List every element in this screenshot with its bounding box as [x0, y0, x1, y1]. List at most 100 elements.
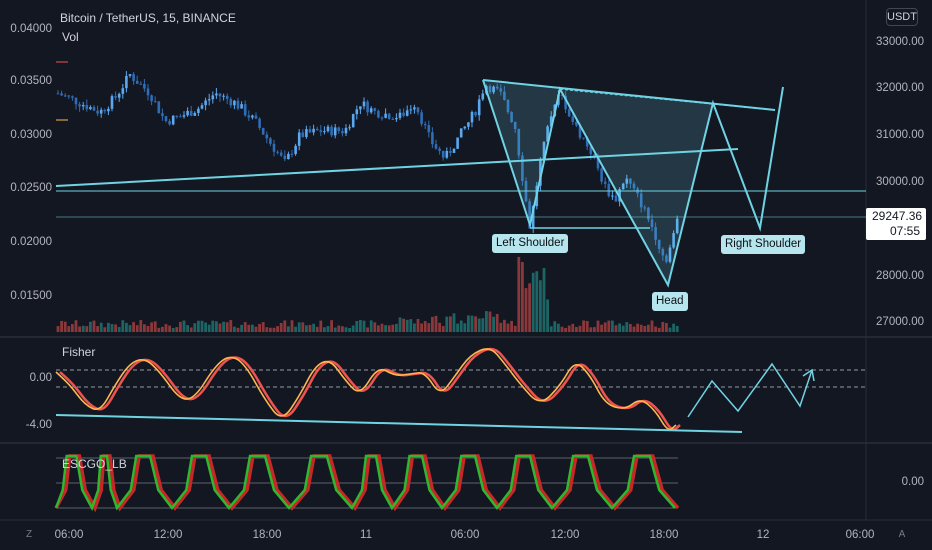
- volume-bar: [272, 327, 276, 332]
- volume-bar: [74, 320, 78, 332]
- candle-body: [312, 128, 315, 133]
- candle-body: [186, 110, 189, 116]
- volume-bar: [485, 311, 488, 332]
- volume-bar: [524, 288, 528, 332]
- candle-body: [384, 113, 387, 118]
- candle-body: [614, 195, 618, 202]
- volume-bar: [78, 326, 81, 332]
- ascending-trendline[interactable]: [55, 148, 739, 187]
- candle-body: [481, 93, 485, 100]
- candle-body: [348, 127, 351, 129]
- volume-bar: [218, 323, 222, 332]
- candle-body: [567, 109, 571, 117]
- volume-bar: [189, 327, 193, 332]
- right-shoulder-label[interactable]: Right Shoulder: [721, 235, 806, 254]
- candle-body: [341, 131, 344, 134]
- right-axis-tick: 28000.00: [876, 270, 924, 282]
- fisher-pane-label[interactable]: Fisher: [62, 345, 96, 359]
- candle-body: [632, 183, 636, 189]
- volume-bar: [517, 256, 521, 332]
- volume-bar: [675, 326, 679, 332]
- volume-bar: [423, 321, 427, 332]
- volume-bar: [650, 320, 654, 332]
- currency-badge[interactable]: USDT: [886, 8, 918, 26]
- volume-bar: [301, 322, 305, 332]
- volume-bar: [405, 319, 409, 332]
- fisher-axis-tick: 0.00: [29, 372, 52, 384]
- volume-bar: [618, 323, 621, 332]
- time-axis-tick: 06:00: [845, 529, 875, 541]
- candle-body: [236, 100, 240, 109]
- volume-bar: [549, 326, 553, 332]
- candle-body: [639, 193, 643, 208]
- candle-body: [60, 93, 63, 96]
- volume-bar: [542, 268, 546, 332]
- volume-bar: [657, 327, 661, 332]
- candle-body: [125, 75, 128, 89]
- candle-body: [665, 255, 668, 262]
- candle-body: [477, 99, 481, 116]
- volume-bar: [621, 325, 625, 332]
- candle-body: [107, 108, 110, 112]
- fisher-trendline[interactable]: [55, 414, 743, 433]
- candle-body: [398, 112, 402, 118]
- time-axis-tick: 12:00: [550, 529, 580, 541]
- volume-bar: [179, 321, 182, 332]
- volume-bar: [326, 326, 330, 332]
- volume-bar: [535, 271, 539, 332]
- volume-bar: [416, 319, 420, 332]
- volume-bar: [391, 324, 395, 332]
- pattern-triangle-left[interactable]: [483, 80, 560, 225]
- fisher-projection[interactable]: [687, 362, 813, 418]
- pattern-top-line-2[interactable]: [559, 88, 776, 111]
- escgo-pane-label[interactable]: ESCGO_LB: [62, 457, 127, 471]
- pattern-triangle-right[interactable]: [560, 89, 713, 285]
- volume-bar: [207, 324, 211, 332]
- volume-bar: [463, 323, 467, 332]
- volume-bar: [351, 325, 355, 332]
- volume-bar: [564, 327, 567, 332]
- candle-body: [153, 101, 157, 103]
- candle-body: [315, 128, 319, 131]
- candle-body: [85, 104, 89, 110]
- candle-body: [467, 122, 470, 127]
- volume-bar: [233, 326, 236, 332]
- volume-bar: [164, 324, 168, 332]
- volume-bar: [427, 323, 431, 332]
- candle-body: [571, 116, 575, 122]
- candle-body: [96, 110, 99, 114]
- volume-bar: [175, 327, 179, 332]
- timezone-button[interactable]: Z: [25, 528, 33, 540]
- candle-body: [438, 148, 441, 152]
- volume-bar: [117, 326, 121, 332]
- volume-bar: [373, 322, 377, 332]
- symbol-title[interactable]: Bitcoin / TetherUS, 15, BINANCE: [60, 11, 236, 25]
- volume-bar: [438, 322, 441, 332]
- volume-bar: [639, 324, 643, 332]
- candle-body: [542, 141, 546, 160]
- candle-body: [204, 100, 207, 106]
- volume-bar: [258, 323, 261, 332]
- candle-body: [585, 138, 589, 147]
- candle-body: [564, 95, 567, 110]
- left-shoulder-label[interactable]: Left Shoulder: [492, 234, 569, 253]
- volume-bar: [413, 323, 416, 332]
- candle-body: [326, 126, 330, 132]
- volume-bar: [215, 321, 218, 332]
- candle-body: [261, 127, 265, 135]
- candle-body: [215, 93, 218, 96]
- head-label[interactable]: Head: [652, 292, 688, 311]
- candle-body: [492, 86, 495, 93]
- candle-body: [218, 93, 222, 97]
- candle-body: [344, 127, 348, 134]
- volume-bar: [99, 322, 103, 332]
- candle-body: [603, 181, 607, 184]
- volume-bar: [467, 315, 470, 332]
- current-price-badge[interactable]: 29247.36 07:55: [866, 208, 926, 240]
- volume-label[interactable]: Vol: [62, 30, 79, 44]
- time-axis-tick: 12:00: [153, 529, 183, 541]
- auto-scale-button[interactable]: A: [898, 528, 906, 540]
- volume-bar: [528, 283, 531, 332]
- head-and-shoulders-pattern[interactable]: [482, 79, 784, 288]
